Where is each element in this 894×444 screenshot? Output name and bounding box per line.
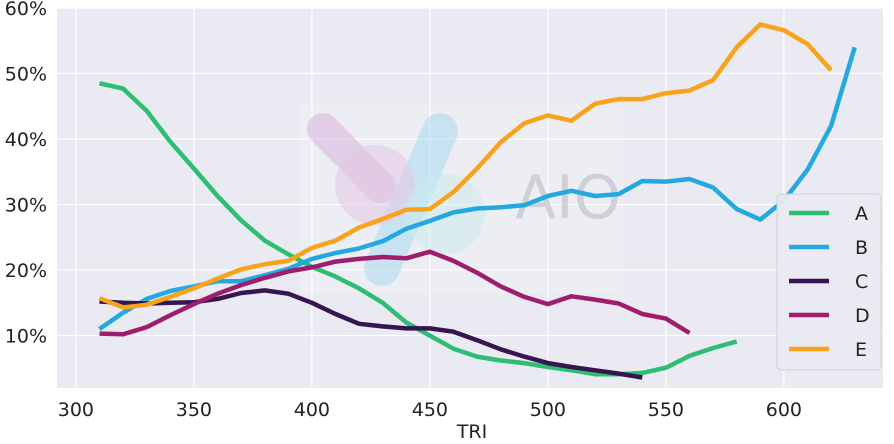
x-axis-ticks: 300 350 400 450 500 550 600 — [58, 399, 802, 421]
watermark-shape — [335, 145, 415, 225]
y-axis-ticks: 10% 20% 30% 40% 50% 60% — [5, 0, 47, 348]
series-line-e — [98, 22, 833, 310]
legend-label-d: D — [855, 305, 870, 327]
x-tick-label: 600 — [766, 399, 802, 421]
x-tick-label: 450 — [412, 399, 448, 421]
y-tick-label: 20% — [5, 260, 47, 282]
x-tick-label: 300 — [58, 399, 94, 421]
x-tick-label: 500 — [530, 399, 566, 421]
legend-label-e: E — [855, 339, 867, 361]
series-line-c — [99, 288, 643, 380]
legend-label-b: B — [855, 237, 868, 259]
y-tick-label: 30% — [5, 195, 47, 217]
y-tick-label: 10% — [5, 326, 47, 348]
series-lines — [98, 22, 857, 380]
y-tick-label: 40% — [5, 129, 47, 151]
watermark-text: AIO — [515, 163, 621, 233]
x-tick-label: 550 — [648, 399, 684, 421]
series-line-d — [99, 249, 691, 337]
series-line-b — [98, 46, 857, 331]
legend-label-c: C — [855, 271, 868, 293]
y-tick-label: 50% — [5, 64, 47, 86]
y-tick-label: 60% — [5, 0, 47, 20]
x-tick-label: 400 — [294, 399, 330, 421]
legend-label-a: A — [855, 203, 868, 225]
x-axis-label: TRI — [456, 421, 487, 440]
x-tick-label: 350 — [176, 399, 212, 421]
